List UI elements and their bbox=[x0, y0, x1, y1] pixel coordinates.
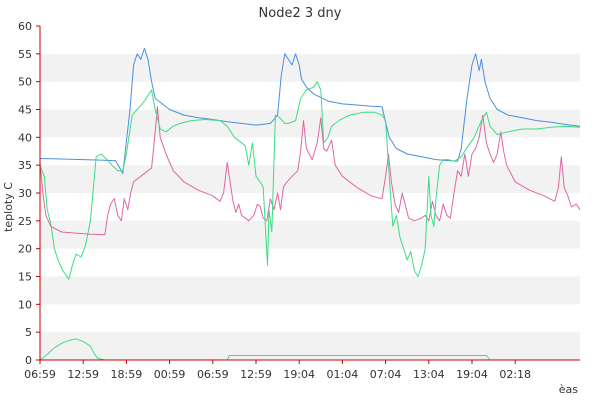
y-axis-label: teploty C bbox=[2, 182, 15, 232]
grid-band bbox=[40, 109, 580, 138]
grid-band bbox=[40, 193, 580, 221]
series-layer bbox=[39, 47, 581, 361]
series-line-2 bbox=[39, 106, 581, 236]
y-tick-label: 40 bbox=[18, 131, 32, 144]
grid-band bbox=[40, 304, 580, 333]
y-tick-label: 45 bbox=[18, 104, 32, 117]
chart-title: Node2 3 dny bbox=[259, 6, 342, 21]
y-tick-label: 20 bbox=[18, 243, 32, 256]
y-tick-label: 25 bbox=[18, 215, 32, 228]
series-line-3 bbox=[39, 81, 581, 280]
x-tick-label: 06:59 bbox=[197, 368, 229, 381]
y-tick-label: 35 bbox=[18, 159, 32, 172]
x-tick-label: 19:04 bbox=[456, 368, 488, 381]
x-tick-label: 13:04 bbox=[413, 368, 445, 381]
y-tick-label: 50 bbox=[18, 76, 32, 89]
x-tick-label: 02:18 bbox=[499, 368, 531, 381]
x-tick-label: 01:04 bbox=[327, 368, 359, 381]
x-tick-label: 18:59 bbox=[111, 368, 143, 381]
x-tick-label: 12:59 bbox=[240, 368, 272, 381]
y-tick-label: 55 bbox=[18, 48, 32, 61]
x-tick-label: 06:59 bbox=[24, 368, 56, 381]
grid-band bbox=[40, 276, 580, 305]
y-tick-label: 5 bbox=[25, 326, 32, 339]
series-line-1 bbox=[39, 47, 581, 174]
y-tick-label: 30 bbox=[18, 187, 32, 200]
y-tick-label: 10 bbox=[18, 298, 32, 311]
axes: 0 5 10 15 20 25 30 35 40 45 50 55 60 06:59 12:59 18:59 0… bbox=[18, 20, 580, 381]
y-tick-label: 60 bbox=[18, 20, 32, 33]
y-tick-label: 15 bbox=[18, 271, 32, 284]
grid-bands bbox=[40, 26, 580, 360]
grid-band bbox=[40, 53, 580, 82]
grid-band bbox=[40, 26, 580, 54]
x-tick-label: 00:59 bbox=[154, 368, 186, 381]
x-axis-label: èas bbox=[559, 383, 579, 396]
y-tick-label: 0 bbox=[25, 354, 32, 367]
series-line-4 bbox=[39, 338, 580, 361]
x-tick-label: 07:04 bbox=[370, 368, 402, 381]
grid-band bbox=[40, 220, 580, 249]
grid-band bbox=[40, 137, 580, 166]
x-tick-label: 12:59 bbox=[67, 368, 99, 381]
grid-band bbox=[40, 248, 580, 277]
grid-band bbox=[40, 165, 580, 193]
x-tick-label: 19:04 bbox=[283, 368, 315, 381]
grid-band bbox=[40, 81, 580, 110]
